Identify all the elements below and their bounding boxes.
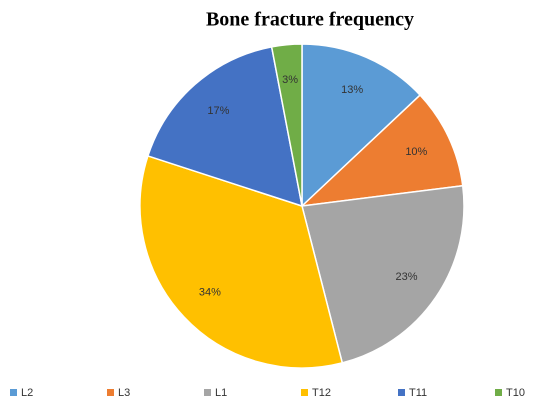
pie-slice: [301, 184, 465, 364]
legend-label: L1: [215, 387, 227, 399]
data-label: 10%: [405, 146, 427, 158]
pie-slice: [139, 154, 344, 369]
legend-swatch: [301, 389, 308, 396]
pie-slice: [146, 45, 303, 208]
legend-label: T11: [409, 387, 427, 399]
data-label: 34%: [199, 286, 221, 298]
legend-label: T10: [506, 387, 525, 399]
data-label: 13%: [341, 84, 363, 96]
legend-label: L3: [118, 387, 130, 399]
data-label: 17%: [207, 105, 229, 117]
legend-swatch: [398, 389, 405, 396]
pie-slice: [270, 43, 303, 207]
data-label: 3%: [282, 74, 298, 86]
legend-label: L2: [21, 387, 33, 399]
legend-swatch: [204, 389, 211, 396]
pie-slice: [301, 43, 422, 208]
data-label: 23%: [395, 271, 417, 283]
legend-label: T12: [312, 387, 331, 399]
legend-swatch: [495, 389, 502, 396]
chart-title: Bone fracture frequency: [206, 9, 414, 31]
pie-slice: [299, 94, 464, 208]
legend-swatch: [10, 389, 17, 396]
legend-swatch: [107, 389, 114, 396]
